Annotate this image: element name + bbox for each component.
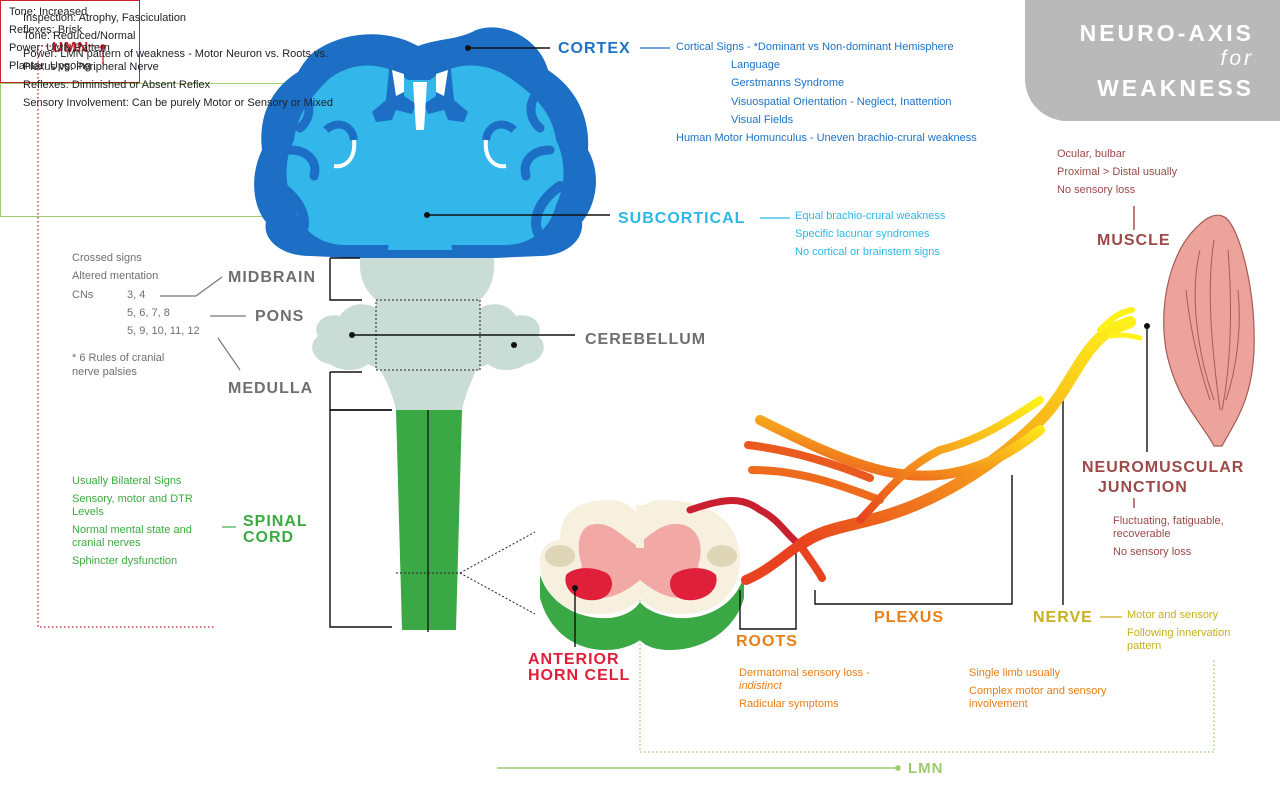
muscle-item: No sensory loss bbox=[1057, 184, 1136, 196]
subcortical-item: No cortical or brainstem signs bbox=[795, 246, 940, 258]
spinal-cord-label: SPINAL bbox=[243, 513, 308, 530]
roots-item: Radicular symptoms bbox=[739, 698, 839, 710]
title-line-2: for bbox=[1220, 47, 1254, 70]
anterior-horn-label: ANTERIOR bbox=[528, 651, 620, 668]
subcortical-item: Equal brachio-crural weakness bbox=[795, 210, 946, 222]
lmn-label: LMN bbox=[908, 760, 944, 777]
roots-item: indistinct bbox=[739, 680, 782, 692]
cortex-item: Language bbox=[731, 59, 780, 71]
title-line-1: NEURO-AXIS bbox=[1079, 20, 1254, 46]
umn-item: Tone: Increased bbox=[9, 6, 88, 18]
cord-cross-section bbox=[540, 500, 744, 650]
subcortical-item: Specific lacunar syndromes bbox=[795, 228, 930, 240]
midbrain-cn: 3, 4 bbox=[127, 289, 146, 301]
brainstem-note: Altered mentation bbox=[72, 270, 159, 282]
umn-boundary bbox=[37, 45, 214, 628]
spinal-item: Usually Bilateral Signs bbox=[72, 475, 182, 487]
umn-item: Power: UMN Pattern bbox=[9, 42, 110, 54]
spinal-item: cranial nerves bbox=[72, 537, 141, 549]
nerve-plexus bbox=[686, 307, 1143, 585]
cortex-item: Visuospatial Orientation - Neglect, Inat… bbox=[731, 96, 952, 108]
medulla-label: MEDULLA bbox=[228, 380, 314, 397]
lmn-item: Inspection: Atrophy, Fasciculation bbox=[23, 12, 187, 24]
pons-cn: 5, 6, 7, 8 bbox=[127, 307, 170, 319]
cortex-item: Visual Fields bbox=[731, 114, 794, 126]
nerve-item: pattern bbox=[1127, 640, 1162, 652]
muscle-item: Proximal > Distal usually bbox=[1057, 166, 1178, 178]
cns-label: CNs bbox=[72, 289, 94, 301]
lmn-item: Power: LMN pattern of weakness - Motor N… bbox=[23, 48, 329, 60]
cortex-label: CORTEX bbox=[558, 40, 631, 57]
title-line-3: WEAKNESS bbox=[1097, 75, 1254, 101]
nmj-label: NEUROMUSCULAR bbox=[1082, 459, 1245, 476]
spinal-item: Sphincter dysfunction bbox=[72, 555, 178, 567]
umn-box: Tone: Increased Reflexes: Brisk Power: U… bbox=[0, 0, 140, 83]
muscle-illustration bbox=[1163, 214, 1255, 447]
roots-label: ROOTS bbox=[736, 633, 798, 650]
plexus-item: Single limb usually bbox=[969, 667, 1061, 679]
nmj-item: Fluctuating, fatiguable, bbox=[1113, 515, 1224, 527]
plexus-item: involvement bbox=[969, 698, 1028, 710]
pons-label: PONS bbox=[255, 308, 305, 325]
umn-item: Reflexes: Brisk bbox=[9, 24, 83, 36]
brain-section bbox=[254, 27, 596, 258]
muscle-item: Ocular, bulbar bbox=[1057, 148, 1126, 160]
footnote: * 6 Rules of cranial bbox=[72, 352, 165, 364]
nerve-label: NERVE bbox=[1033, 609, 1093, 626]
cerebellum-label: CEREBELLUM bbox=[585, 331, 707, 348]
plexus-item: Complex motor and sensory bbox=[969, 685, 1107, 697]
nerve-item: Following innervation bbox=[1127, 627, 1231, 639]
spinal-item: Sensory, motor and DTR bbox=[72, 493, 193, 505]
footnote: nerve palsies bbox=[72, 366, 137, 378]
spinal-item: Normal mental state and bbox=[72, 524, 192, 536]
anterior-horn-label-2: HORN CELL bbox=[528, 667, 631, 684]
lmn-item: Plexus vs. Peripheral Nerve bbox=[23, 61, 159, 73]
title-block: NEURO-AXIS for WEAKNESS bbox=[1025, 0, 1280, 121]
brainstem-note: Crossed signs bbox=[72, 252, 142, 264]
cortex-item: Human Motor Homunculus - Uneven brachio-… bbox=[676, 132, 977, 144]
spinal-cord bbox=[396, 410, 462, 630]
subcortical-label: SUBCORTICAL bbox=[618, 210, 746, 227]
umn-item: Plantar: Upgoing bbox=[9, 60, 91, 72]
umn-label: UMN bbox=[52, 39, 90, 56]
lmn-item: Sensory Involvement: Can be purely Motor… bbox=[23, 97, 333, 109]
nerve-item: Motor and sensory bbox=[1127, 609, 1219, 621]
midbrain-label: MIDBRAIN bbox=[228, 269, 316, 286]
lmn-item: Reflexes: Diminished or Absent Reflex bbox=[23, 79, 211, 91]
roots-item: Dermatomal sensory loss - bbox=[739, 667, 870, 679]
nmj-item: recoverable bbox=[1113, 528, 1171, 540]
nmj-label-2: JUNCTION bbox=[1098, 479, 1188, 496]
plexus-label: PLEXUS bbox=[874, 609, 945, 626]
nmj-item: No sensory loss bbox=[1113, 546, 1192, 558]
muscle-label: MUSCLE bbox=[1097, 232, 1171, 249]
medulla-cn: 5, 9, 10, 11, 12 bbox=[127, 325, 200, 337]
spinal-cord-label-2: CORD bbox=[243, 529, 295, 546]
lmn-boundary bbox=[639, 592, 1215, 753]
lmn-item: Tone: Reduced/Normal bbox=[23, 30, 136, 42]
cortex-item: Cortical Signs - *Dominant vs Non-domina… bbox=[676, 41, 954, 53]
cortex-item: Gerstmanns Syndrome bbox=[731, 77, 845, 89]
spinal-item: Levels bbox=[72, 506, 104, 518]
brainstem bbox=[312, 258, 544, 410]
